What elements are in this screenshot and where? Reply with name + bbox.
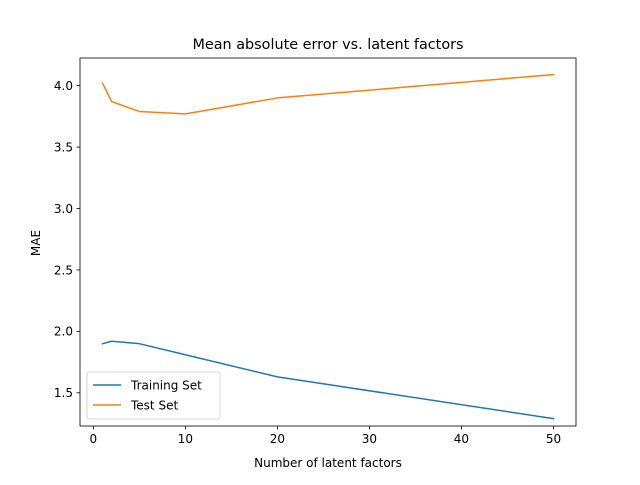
- axes-frame: [79, 57, 577, 427]
- x-tick-label: 40: [454, 432, 469, 446]
- y-tick-label: 2.5: [54, 263, 73, 277]
- chart-title: Mean absolute error vs. latent factors: [192, 37, 463, 53]
- legend-box: [86, 371, 221, 420]
- x-tick-label: 50: [546, 432, 561, 446]
- y-axis-label: MAE: [29, 230, 43, 256]
- legend-label-training-set: Training Set: [130, 378, 202, 392]
- series-line-training-set: [101, 340, 555, 420]
- y-tick-label: 2.0: [54, 325, 73, 339]
- x-tick-label: 0: [90, 432, 98, 446]
- legend: Training Set Test Set: [86, 371, 221, 420]
- x-axis-label: Number of latent factors: [254, 456, 402, 470]
- y-tick-label: 4.0: [54, 79, 73, 93]
- y-tick-label: 1.5: [54, 386, 73, 400]
- x-tick-label: 20: [270, 432, 285, 446]
- y-tick-label: 3.0: [54, 202, 73, 216]
- plot-area: 0 10 20 30 40 50 1.5 2.0 2.5 3.0 3.5 4.0 Training Se…: [54, 57, 577, 446]
- legend-label-test-set: Test Set: [130, 398, 178, 412]
- x-tick-label: 10: [178, 432, 193, 446]
- x-tick-label: 30: [362, 432, 377, 446]
- series-line-test-set: [101, 73, 555, 115]
- y-tick-label: 3.5: [54, 140, 73, 154]
